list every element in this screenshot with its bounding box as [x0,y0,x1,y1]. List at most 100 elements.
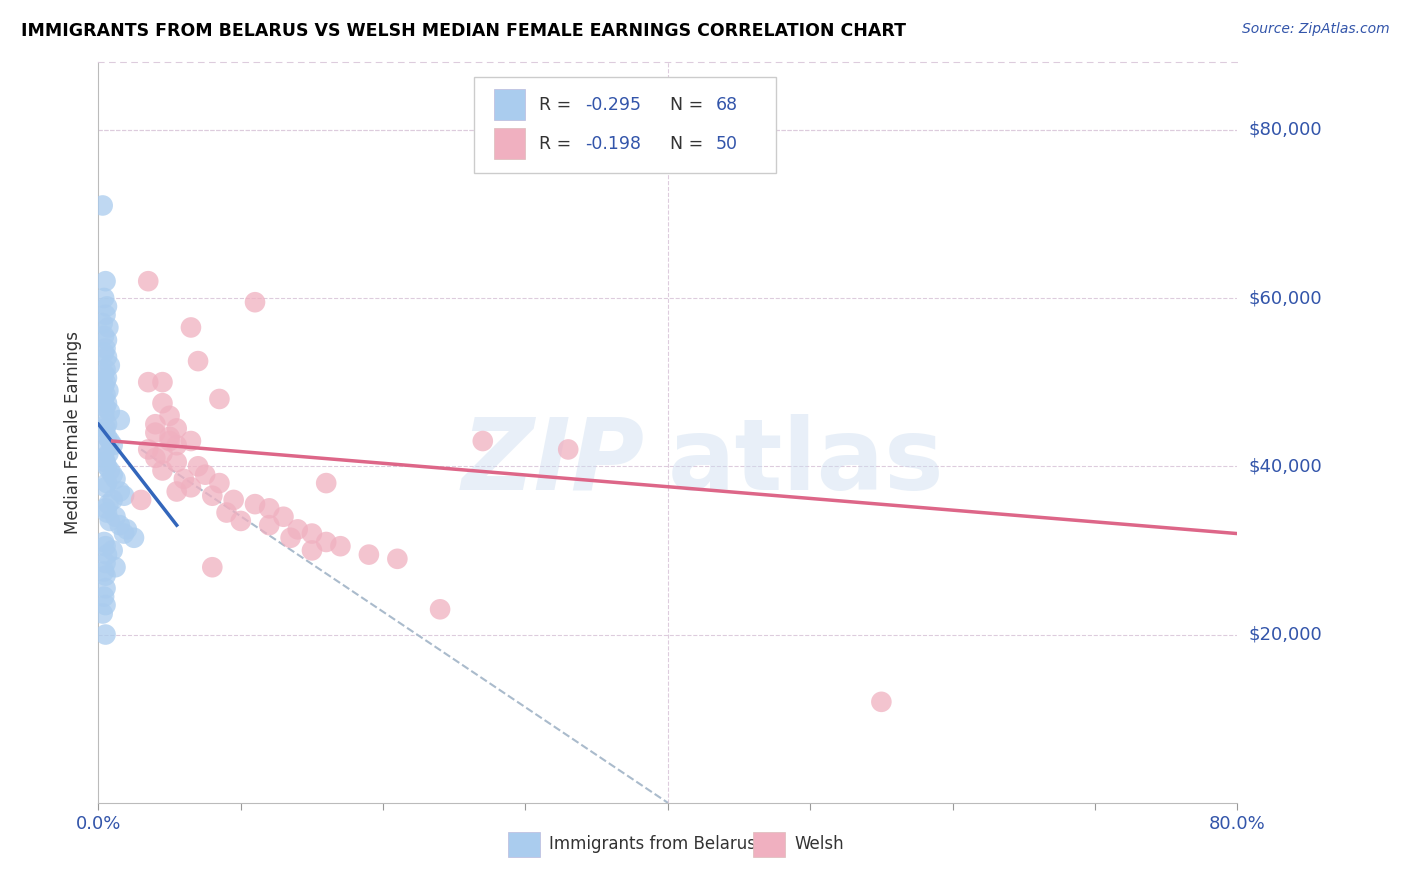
Point [315,535,337,549]
Point [243,497,266,511]
Point [96,333,118,347]
Point [93,329,115,343]
Point [98,434,121,448]
Point [97,320,120,334]
Point [187,354,209,368]
Point [93,425,115,440]
Point [152,463,174,477]
Point [93,345,115,359]
Text: R =: R = [538,135,576,153]
Text: $40,000: $40,000 [1249,458,1322,475]
Point [101,543,124,558]
Point [93,379,115,393]
FancyBboxPatch shape [474,78,776,173]
Point [104,509,127,524]
Point [287,522,309,536]
Point [166,421,188,435]
Point [208,476,231,491]
Text: Source: ZipAtlas.com: Source: ZipAtlas.com [1241,22,1389,37]
Point [273,509,295,524]
Point [259,518,281,533]
Point [159,409,181,423]
Point [96,300,118,314]
Point [96,371,118,385]
Point [166,484,188,499]
Point [108,518,131,533]
Point [357,548,380,562]
Point [98,514,121,528]
Point [94,556,117,570]
Point [94,581,117,595]
Point [108,484,131,499]
Point [93,392,115,406]
Text: ZIP: ZIP [463,414,645,511]
Point [94,442,117,457]
FancyBboxPatch shape [494,89,526,120]
Point [280,531,302,545]
Point [94,598,117,612]
Point [387,551,409,566]
Point [91,198,114,212]
Point [104,472,127,486]
Point [208,392,231,406]
Point [180,320,202,334]
Text: R =: R = [538,95,576,113]
Point [101,438,124,452]
Y-axis label: Median Female Earnings: Median Female Earnings [65,331,83,534]
Text: Immigrants from Belarus: Immigrants from Belarus [550,835,756,853]
Point [301,543,323,558]
Point [96,506,118,520]
Point [222,492,245,507]
Point [96,396,118,410]
Point [152,396,174,410]
Point [93,409,115,423]
Point [136,442,159,457]
Point [94,401,117,415]
Point [166,455,188,469]
Point [870,695,893,709]
Point [96,548,118,562]
Point [97,447,120,461]
Point [98,359,121,373]
Point [94,375,117,389]
Point [98,404,121,418]
Point [96,476,118,491]
Point [145,450,167,465]
Point [93,291,115,305]
Point [93,450,115,465]
Point [259,501,281,516]
Text: atlas: atlas [668,414,945,511]
Point [152,447,174,461]
Point [145,425,167,440]
Text: 68: 68 [716,95,738,113]
Point [94,568,117,582]
Point [94,274,117,288]
Point [136,274,159,288]
Point [229,514,252,528]
Point [108,413,131,427]
Point [159,434,181,448]
Point [557,442,579,457]
Point [194,467,217,482]
Point [112,526,135,541]
FancyBboxPatch shape [509,832,540,857]
Point [152,375,174,389]
Point [94,539,117,553]
Point [122,531,145,545]
Point [96,350,118,364]
Point [145,417,167,432]
Point [93,535,115,549]
Point [180,434,202,448]
Point [91,607,114,621]
FancyBboxPatch shape [494,128,526,160]
Point [429,602,451,616]
Point [136,375,159,389]
Point [93,367,115,381]
Point [97,384,120,398]
Point [97,497,120,511]
Point [94,388,117,402]
Point [91,316,114,330]
Point [101,467,124,482]
Text: N =: N = [659,135,709,153]
Text: -0.295: -0.295 [585,95,641,113]
